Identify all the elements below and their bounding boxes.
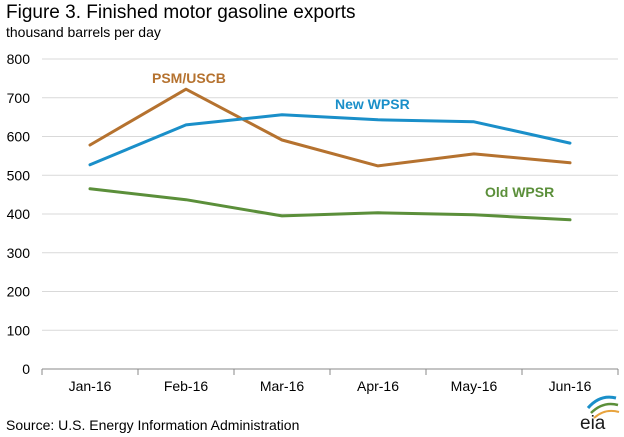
y-tick-label: 600 [7,129,31,145]
axes: 0 100 200 300 400 500 600 700 800 Jan-16 Feb-16 Mar… [7,51,619,394]
x-tick-label: May-16 [451,378,498,394]
source-note: Source: U.S. Energy Information Administ… [6,417,300,433]
x-tick-label: Mar-16 [260,378,305,394]
series-labels: PSM/USCB New WPSR Old WPSR [152,70,554,200]
series-lines [88,87,572,222]
series-line-new-wpsr [88,113,572,167]
x-tick-label: Jan-16 [69,378,112,394]
x-tick-label: Jun-16 [549,378,592,394]
y-tick-label: 200 [7,284,31,300]
eia-logo-swoosh-3 [593,409,620,419]
y-tick-label: 100 [7,322,31,338]
eia-logo-swoosh-2 [590,402,619,414]
x-tick-label: Apr-16 [357,378,399,394]
eia-logo-text: eia [580,413,606,434]
chart-subtitle: thousand barrels per day [6,24,161,40]
eia-logo-swoosh-1 [586,395,617,410]
series-label-new-wpsr: New WPSR [335,96,410,112]
eia-logo: eia [580,395,620,434]
x-tick-label: Feb-16 [164,378,209,394]
y-tick-label: 700 [7,90,31,106]
y-tick-label: 800 [7,51,31,67]
series-line-psm-uscb [88,87,572,168]
gridlines [42,58,618,331]
y-tick-label: 500 [7,167,31,183]
chart-title: Figure 3. Finished motor gasoline export… [6,2,356,23]
series-label-psm-uscb: PSM/USCB [152,70,226,86]
y-tick-label: 400 [7,206,31,222]
series-line-old-wpsr [88,187,572,222]
y-tick-label: 0 [22,361,30,377]
series-label-old-wpsr: Old WPSR [485,184,554,200]
y-tick-label: 300 [7,245,31,261]
